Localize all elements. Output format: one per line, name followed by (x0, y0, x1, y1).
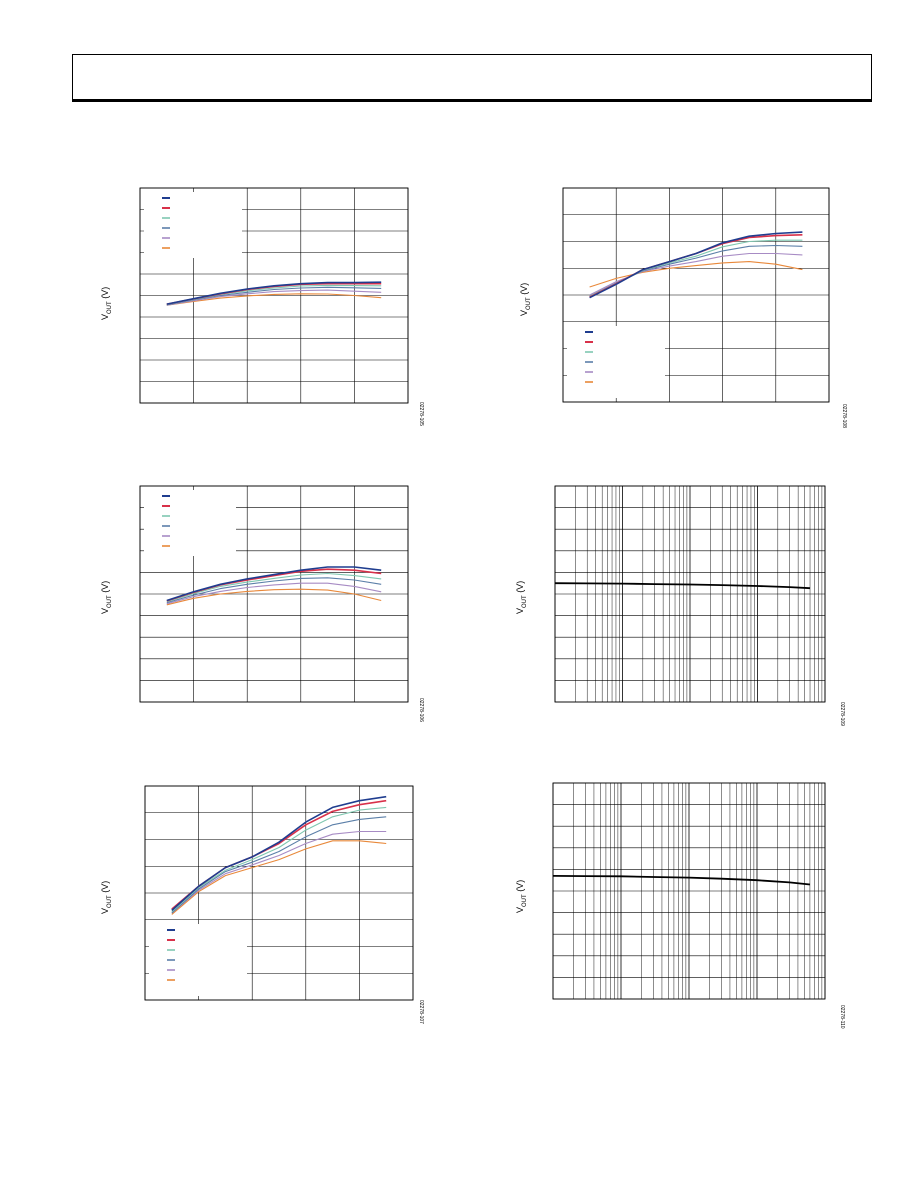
series-line-3 (171, 806, 387, 913)
plot-area (554, 485, 826, 703)
series-line-5 (166, 582, 382, 605)
figure-code: 02278-108 (841, 404, 847, 428)
plot-area (144, 785, 414, 1001)
plot-frame (139, 485, 409, 703)
plot-area (552, 782, 826, 1000)
page-header-box (72, 54, 872, 102)
series-line-5 (171, 830, 387, 914)
chart-panel-1: VOUT (V) 02278-105 (100, 180, 440, 440)
series-line-1 (166, 566, 382, 602)
figure-code: 02278-107 (418, 1000, 424, 1024)
y-axis-label: VOUT (V) (100, 580, 113, 614)
series-line-1 (552, 875, 810, 886)
y-axis-label: VOUT (V) (515, 580, 528, 614)
chart-c1-svg (139, 187, 409, 404)
y-axis-label: VOUT (V) (515, 879, 528, 913)
series-line-1 (554, 582, 811, 590)
legend (144, 490, 236, 556)
legend (144, 192, 242, 258)
legend (149, 924, 247, 996)
series-line-6 (166, 588, 382, 606)
series-line-3 (166, 572, 382, 603)
chart-c4-svg (554, 485, 826, 703)
chart-panel-4: VOUT (V) 02278-109 (515, 478, 855, 738)
chart-c5-svg (144, 785, 414, 1001)
series-line-1 (166, 281, 382, 305)
chart-panel-3: VOUT (V) 02278-106 (100, 478, 440, 738)
series-line-4 (166, 286, 382, 306)
plot-frame (139, 187, 409, 404)
chart-panel-6: VOUT (V) 02278-110 (515, 775, 855, 1035)
legend (567, 326, 665, 398)
figure-code: 02278-106 (418, 698, 424, 722)
series-line-1 (171, 795, 387, 911)
chart-panel-2: VOUT (V) 02278-108 (515, 180, 855, 440)
series-line-6 (589, 261, 803, 288)
y-axis-label: VOUT (V) (100, 286, 113, 320)
plot-frame (554, 485, 826, 703)
plot-frame (552, 782, 826, 1000)
series-line-4 (166, 577, 382, 604)
series-line-1 (589, 231, 803, 299)
series-line-5 (589, 252, 803, 296)
series-line-6 (171, 840, 387, 915)
plot-area (562, 187, 830, 403)
chart-c6-svg (552, 782, 826, 1000)
series-line-5 (166, 289, 382, 306)
plot-frame (144, 785, 414, 1001)
figure-code: 02278-110 (839, 1005, 845, 1029)
y-axis-label: VOUT (V) (519, 282, 532, 316)
chart-panel-5: VOUT (V) 02278-107 (100, 778, 440, 1038)
series-line-4 (171, 816, 387, 914)
figure-code: 02278-105 (418, 402, 424, 426)
figure-code: 02278-109 (839, 702, 845, 726)
plot-frame (562, 187, 830, 403)
chart-c3-svg (139, 485, 409, 703)
y-axis-label: VOUT (V) (100, 880, 113, 914)
series-line-6 (166, 293, 382, 306)
chart-c2-svg (562, 187, 830, 403)
